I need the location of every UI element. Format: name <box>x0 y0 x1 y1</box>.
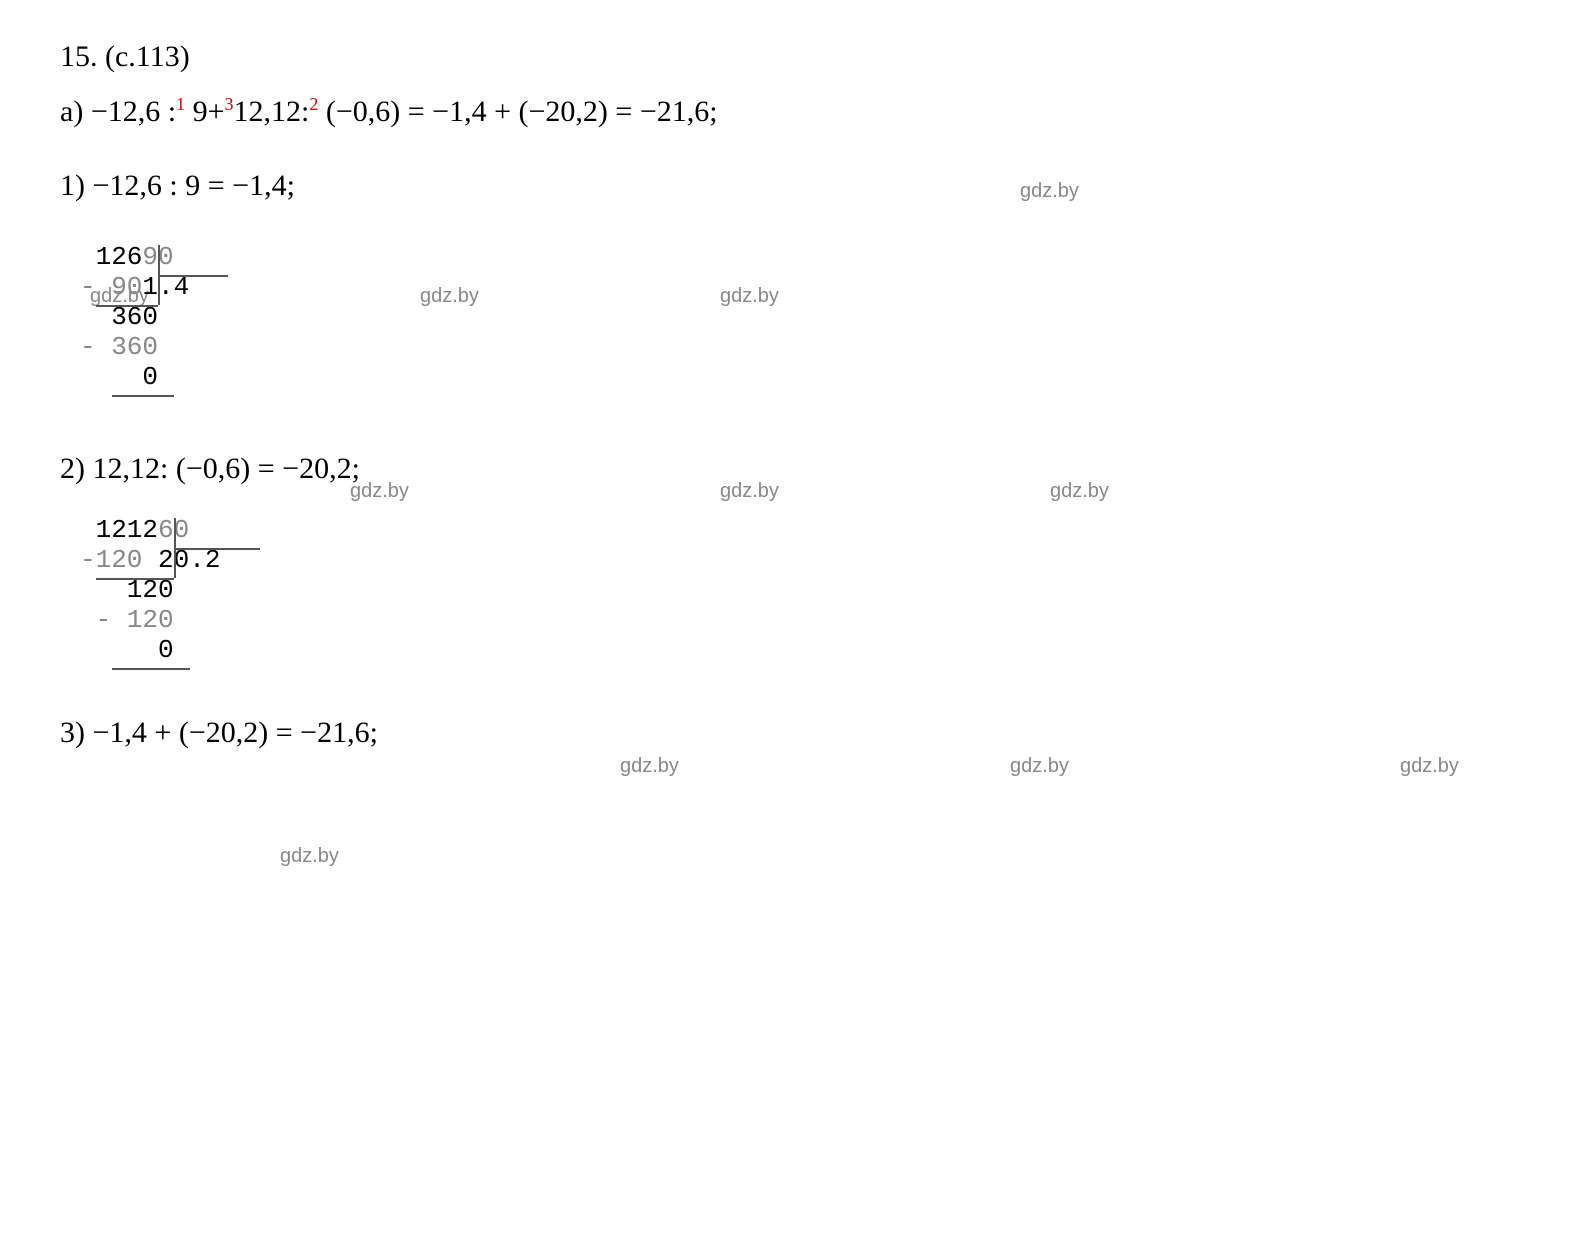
ld1-minus2: - <box>80 333 96 363</box>
ld2-r1a: 1212 <box>80 515 158 545</box>
sup1: 1 <box>176 94 185 114</box>
step-3: 3) −1,4 + (−20,2) = −21,6; <box>60 716 1536 750</box>
step2-text: 2) 12,12: (−0,6) = −20,2; <box>60 452 360 485</box>
step3-text: 3) −1,4 + (−20,2) = −21,6; <box>60 716 378 749</box>
ld1-minus1: - <box>80 273 96 303</box>
part4: (−0,6) = −1,4 + (−20,2) = −21,6; <box>318 95 717 128</box>
step-1: 1) −12,6 : 9 = −1,4; <box>60 169 1536 203</box>
step-2: 2) 12,12: (−0,6) = −20,2; <box>60 452 1536 486</box>
ld2-minus2: - <box>80 606 111 636</box>
sup3: 2 <box>309 94 318 114</box>
long-division-1: 12690 - 901.4 360 - 360 0 <box>80 243 300 392</box>
step1-text: 1) −12,6 : 9 = −1,4; <box>60 169 295 202</box>
expression-a: а) −12,6 :1 9+312,12:2 (−0,6) = −1,4 + (… <box>60 94 1536 129</box>
ld2-minus1: - <box>80 546 96 576</box>
ld1-r5: 0 <box>80 362 158 392</box>
ld2-r5: 0 <box>80 635 174 665</box>
sup2: 3 <box>225 94 234 114</box>
ld1-r1a: 126 <box>80 242 142 272</box>
watermark: gdz.by <box>720 285 779 308</box>
part1: −12,6 : <box>91 95 176 128</box>
watermark: gdz.by <box>1010 755 1069 778</box>
watermark: gdz.by <box>1400 755 1459 778</box>
watermark: gdz.by <box>280 845 339 868</box>
problem-header: 15. (с.113) <box>60 40 1536 74</box>
part3: 12,12: <box>234 95 310 128</box>
long-division-2: 121260 - 120 20.2 120 - 120 0 <box>80 516 320 665</box>
watermark: gdz.by <box>420 285 479 308</box>
watermark: gdz.by <box>620 755 679 778</box>
prefix-a: а) <box>60 95 91 128</box>
part2: 9+ <box>185 95 224 128</box>
header-text: 15. (с.113) <box>60 40 190 73</box>
